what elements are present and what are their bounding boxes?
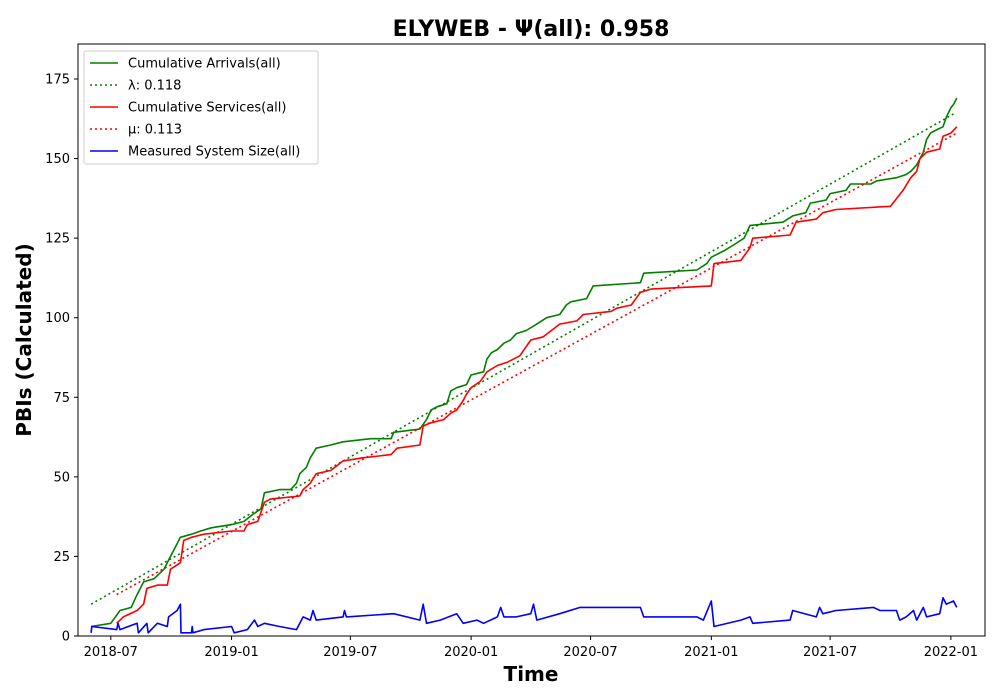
y-tick-label: 75 (53, 391, 70, 406)
x-tick-label: 2021-01 (684, 645, 738, 660)
x-tick-label: 2019-07 (323, 645, 377, 660)
y-axis: 0 25 50 75 100 125 150 175 (45, 73, 78, 645)
series-line-5 (90, 597, 958, 634)
legend-label: Measured System Size(all) (128, 145, 300, 160)
y-tick-label: 25 (53, 550, 70, 565)
legend-label: Cumulative Arrivals(all) (128, 57, 281, 72)
x-tick-label: 2020-07 (563, 645, 617, 660)
legend-box (83, 50, 319, 165)
y-tick-label: 0 (62, 630, 70, 645)
x-axis: 2018-07 2019-01 2019-07 2020-01 2020-07 2021-… (84, 636, 978, 660)
x-tick-label: 2018-07 (84, 645, 138, 660)
series-line-4 (116, 132, 958, 596)
x-tick-label: 2019-01 (204, 645, 258, 660)
x-tick-label: 2022-01 (924, 645, 978, 660)
y-tick-label: 175 (45, 73, 70, 88)
y-tick-label: 50 (53, 470, 70, 485)
x-tick-label: 2021-07 (803, 645, 857, 660)
series-layer (90, 97, 958, 634)
legend-label: Cumulative Services(all) (128, 101, 286, 116)
series-line-1 (90, 97, 958, 628)
series-line-2 (90, 113, 954, 605)
x-tick-label: 2020-01 (444, 645, 498, 660)
legend-label: μ: 0.113 (128, 123, 182, 138)
y-tick-label: 100 (45, 311, 70, 326)
x-axis-label: Time (504, 662, 559, 686)
series-line-3 (116, 126, 958, 624)
plot-frame (77, 43, 986, 637)
y-tick-label: 150 (45, 152, 70, 167)
chart-title: ELYWEB - Ψ(all): 0.958 (393, 17, 670, 42)
y-tick-label: 125 (45, 232, 70, 247)
legend-label: λ: 0.118 (128, 79, 181, 94)
y-axis-label: PBIs (Calculated) (12, 243, 36, 436)
legend: Cumulative Arrivals(all) λ: 0.118 Cumulati… (83, 50, 319, 165)
